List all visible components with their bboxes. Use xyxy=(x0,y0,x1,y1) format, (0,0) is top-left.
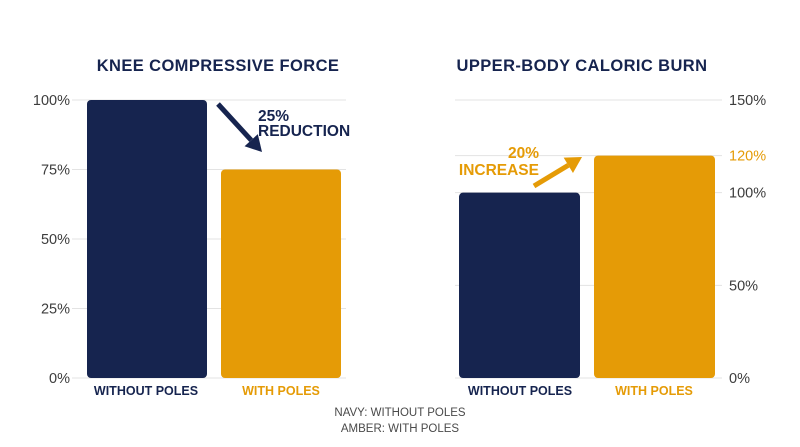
y-tick-label: 75% xyxy=(41,163,70,179)
annotation-arrow-head xyxy=(563,157,582,173)
y-tick-label: 50% xyxy=(41,232,70,248)
annotation-text: REDUCTION xyxy=(258,123,350,140)
bar-with-poles xyxy=(594,155,715,378)
y-tick-label: 25% xyxy=(41,302,70,318)
knee-force-panel: KNEE COMPRESSIVE FORCE 0% 25% 50% 75% 100% WIT… xyxy=(33,57,350,398)
annotation-arrow-shaft xyxy=(216,102,254,142)
category-label: WITH POLES xyxy=(242,384,320,398)
legend: NAVY: WITHOUT POLES AMBER: WITH POLES xyxy=(334,407,466,435)
annotation-arrow-head xyxy=(244,134,262,152)
y-tick-label: 100% xyxy=(33,93,70,109)
y-tick-label: 120% xyxy=(729,149,766,165)
annotation-text: INCREASE xyxy=(459,162,539,179)
caloric-burn-panel: UPPER-BODY CALORIC BURN 0% 50% 100% 120% 150%… xyxy=(455,57,766,398)
y-tick-label: 150% xyxy=(729,93,766,109)
y-tick-label: 50% xyxy=(729,278,758,294)
annotation-text: 20% xyxy=(508,145,539,162)
category-label: WITHOUT POLES xyxy=(94,384,198,398)
bar-without-poles xyxy=(87,100,207,378)
chart-title: KNEE COMPRESSIVE FORCE xyxy=(97,57,340,75)
bar-without-poles xyxy=(459,192,580,378)
bar-with-poles xyxy=(221,169,341,378)
category-label: WITHOUT POLES xyxy=(468,384,572,398)
y-tick-label: 0% xyxy=(729,371,750,387)
annotation-text: 25% xyxy=(258,108,289,125)
chart-title: UPPER-BODY CALORIC BURN xyxy=(457,57,708,75)
legend-line-navy: NAVY: WITHOUT POLES xyxy=(334,407,466,419)
y-tick-label: 0% xyxy=(49,371,70,387)
annotation-arrow-shaft xyxy=(532,163,570,189)
y-tick-label: 100% xyxy=(729,186,766,202)
category-label: WITH POLES xyxy=(615,384,693,398)
legend-line-amber: AMBER: WITH POLES xyxy=(341,423,460,435)
